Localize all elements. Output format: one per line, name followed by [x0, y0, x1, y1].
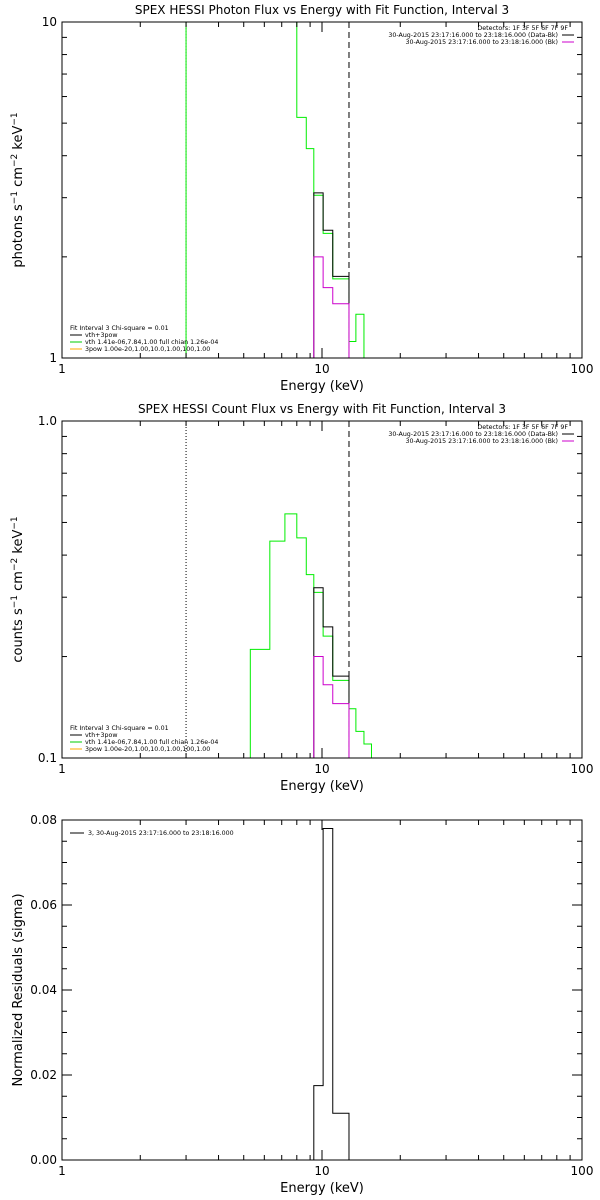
legend-topright-text: Detectors: 1F 3F 5F 6F 7F 9F: [477, 25, 568, 32]
legend-bottomleft-text: 3pow 1.00e-20,1.00,10.0,1.00,100,1.00: [85, 346, 210, 353]
legend-topright-text: 30-Aug-2015 23:17:16.000 to 23:18:16.000…: [405, 438, 558, 445]
x-tick-label: 1: [58, 1164, 66, 1178]
chart-title: SPEX HESSI Count Flux vs Energy with Fit…: [138, 402, 506, 416]
legend-bottomleft-text: vth+3pow: [85, 732, 117, 739]
x-tick-label: 10: [314, 362, 329, 376]
y-tick-label: 0.08: [30, 813, 57, 827]
series-2-step: [313, 656, 350, 758]
x-tick-label: 1: [58, 762, 66, 776]
y-tick-label: 10: [42, 15, 57, 29]
y-tick-label: 0.06: [30, 898, 57, 912]
plot-area: [185, 22, 365, 358]
legend-topright-text: 30-Aug-2015 23:17:16.000 to 23:18:16.000…: [388, 431, 558, 438]
y-label-superscript: −2: [10, 558, 20, 571]
x-tick-label: 10: [314, 762, 329, 776]
plot-area: [313, 828, 350, 1160]
x-axis-label: Energy (keV): [280, 1181, 364, 1196]
y-tick-label: 0.1: [38, 751, 57, 765]
legend-bottomleft-text: vth 1.41e-06,7.84,1.00 full chian 1.26e-…: [85, 339, 218, 346]
y-tick-label: 0.04: [30, 983, 57, 997]
series-0-step: [313, 828, 350, 1160]
y-label-superscript: −1: [10, 595, 20, 608]
y-axis-label: Normalized Residuals (sigma): [11, 893, 26, 1086]
axes-frame: [61, 819, 583, 1161]
y-tick-label: 0.00: [30, 1153, 57, 1167]
y-label-part: keV: [11, 126, 26, 154]
series-1-step: [313, 192, 350, 358]
chart-photon: 1 10 100 1 10 SPEX HESSI Photon Flux vs Energ…: [10, 3, 594, 394]
y-tick-label: 0.02: [30, 1068, 57, 1082]
x-tick-label: 100: [571, 1164, 594, 1178]
legend-bottomleft-text: Fit Interval 3 Chi-square = 0.01: [70, 725, 169, 732]
y-label-superscript: −1: [10, 112, 20, 125]
y-label-superscript: −2: [10, 154, 20, 167]
series-0-step: [249, 513, 372, 758]
legend-topleft-text: 3, 30-Aug-2015 23:17:16.000 to 23:18:16.…: [88, 830, 234, 837]
y-axis-label: counts s−1 cm−2 keV−1: [10, 516, 26, 662]
y-label-superscript: −1: [10, 191, 20, 204]
chart-title: SPEX HESSI Photon Flux vs Energy with Fi…: [135, 3, 509, 17]
y-label-part: keV: [11, 530, 26, 558]
x-tick-label: 10: [314, 1164, 329, 1178]
series-2-step: [313, 256, 350, 358]
y-axis-label: photons s−1 cm−2 keV−1: [10, 112, 26, 267]
chart-resid: 1 10 100 0.00 0.02 0.04 0.06 0.08 Energy (keV) No…: [11, 813, 593, 1196]
y-label-part: counts s: [11, 608, 26, 663]
plot-area: [185, 421, 372, 758]
x-tick-label: 100: [571, 362, 594, 376]
y-tick-label: 1.0: [38, 414, 57, 428]
y-tick-label: 1: [49, 351, 57, 365]
x-axis-label: Energy (keV): [280, 779, 364, 794]
y-label-part: photons s: [11, 204, 26, 268]
legend-topright-text: 30-Aug-2015 23:17:16.000 to 23:18:16.000…: [388, 32, 558, 39]
x-axis-label: Energy (keV): [280, 379, 364, 394]
axes-frame: [61, 420, 583, 759]
y-label-part: cm: [11, 167, 26, 191]
legend-bottomleft-text: vth+3pow: [85, 332, 117, 339]
legend-bottomleft-text: Fit Interval 3 Chi-square = 0.01: [70, 325, 169, 332]
y-label-part: cm: [11, 571, 26, 595]
series-0-step: [185, 22, 365, 358]
x-tick-label: 1: [58, 362, 66, 376]
x-tick-label: 100: [571, 762, 594, 776]
legend-bottomleft-text: vth 1.41e-06,7.84,1.00 full chian 1.26e-…: [85, 739, 218, 746]
series-1-step: [313, 587, 350, 758]
legend-topright-text: 30-Aug-2015 23:17:16.000 to 23:18:16.000…: [405, 39, 558, 46]
chart-count: 1 10 100 0.1 1.0 SPEX HESSI Count Flux vs Ene…: [10, 402, 594, 794]
y-label-superscript: −1: [10, 516, 20, 529]
legend-topright-text: Detectors: 1F 3F 5F 6F 7F 9F: [477, 424, 568, 431]
axes-frame: [61, 21, 583, 359]
legend-bottomleft-text: 3pow 1.00e-20,1.00,10.0,1.00,100,1.00: [85, 746, 210, 753]
